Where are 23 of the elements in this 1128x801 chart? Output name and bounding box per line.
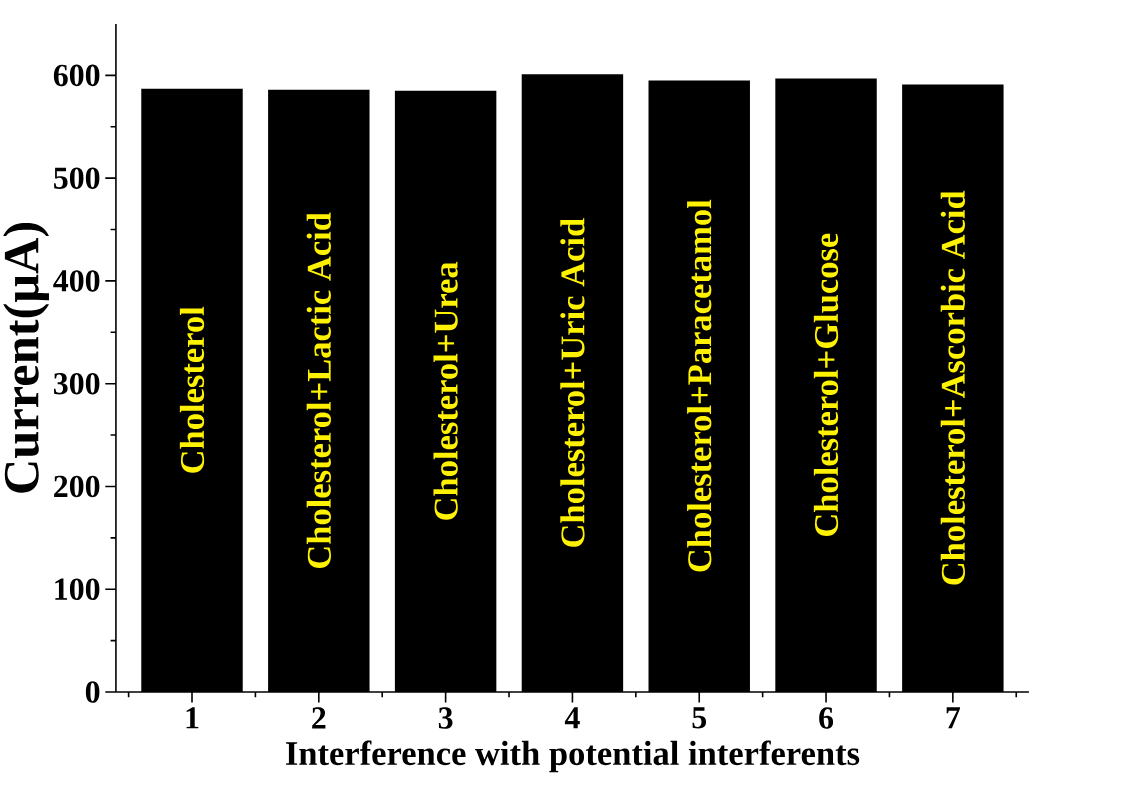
annotation: Cholesterol+Glucose: [813, 233, 839, 536]
y-tick-label: 200: [54, 475, 100, 498]
annotation: Cholesterol+Paracetamol: [687, 199, 712, 572]
y-axis-title: Current(μA): [3, 223, 49, 493]
annotation: Cholesterol: [179, 306, 205, 473]
annotation: Cholesterol+Urea: [433, 261, 458, 520]
annotation: Cholesterol+Uric Acid: [560, 218, 585, 547]
x-tick-label: 7: [946, 707, 961, 729]
x-axis-title: Interference with potential interferents: [286, 740, 860, 773]
annotation: Cholesterol+Lactic Acid: [306, 212, 331, 568]
y-tick-label: 500: [54, 167, 100, 189]
y-tick-label: 0: [85, 681, 100, 703]
x-tick-label: 6: [819, 707, 834, 729]
annotation: Cholesterol+Ascorbic Acid: [940, 190, 965, 585]
x-tick-label: 3: [438, 707, 453, 729]
y-tick-label: 100: [55, 578, 100, 600]
y-tick-label: 300: [53, 372, 100, 395]
y-tick-label: 400: [53, 270, 100, 292]
x-tick-label: 5: [692, 707, 707, 729]
y-tick-label: 600: [53, 64, 100, 87]
x-tick-label: 1: [186, 707, 199, 729]
x-tick-label: 2: [312, 707, 326, 729]
x-tick-label: 4: [564, 707, 580, 729]
